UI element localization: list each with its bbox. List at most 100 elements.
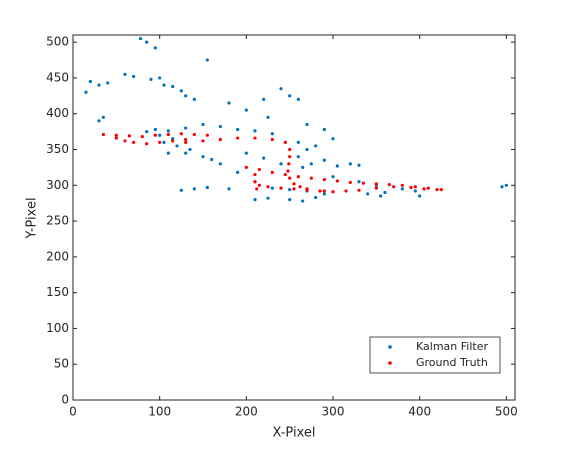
point [153,133,157,137]
point [279,162,283,166]
point [331,190,335,194]
point [257,167,261,172]
point [288,198,292,202]
point [322,192,326,196]
point [184,151,188,155]
point [335,164,339,168]
point [236,170,240,175]
y-tick-label: 150 [46,285,69,299]
point [296,175,300,179]
point [387,182,391,187]
point [101,132,105,137]
y-tick-label: 400 [46,106,69,120]
legend-marker [388,361,392,365]
point [279,186,283,190]
point [166,132,170,137]
point [392,185,396,189]
point [366,192,370,196]
x-tick-label: 100 [148,405,171,419]
point [413,189,417,193]
point [314,144,318,148]
point [292,187,296,191]
point [145,142,149,146]
x-tick-label: 300 [322,405,345,419]
legend-marker [388,345,392,349]
point [123,72,127,76]
point [158,76,162,80]
y-tick-label: 300 [46,178,69,192]
point [305,188,309,192]
point [422,187,426,191]
y-tick-label: 450 [46,70,69,84]
point [218,137,222,142]
point [244,165,248,170]
x-axis-label: X-Pixel [272,426,315,441]
point [418,194,422,198]
point [426,186,430,190]
point [331,137,335,141]
point [106,81,110,85]
point [179,89,183,93]
point [255,187,259,191]
point [348,162,352,166]
point [318,189,322,193]
y-tick-label: 0 [61,393,69,407]
point [253,180,257,184]
point [286,169,290,173]
point [179,132,183,136]
point [153,46,157,50]
point [201,139,205,143]
point [288,176,292,180]
point [145,130,149,134]
point [283,172,287,177]
point [262,97,266,102]
point [97,83,101,87]
point [149,77,153,81]
point [101,115,105,119]
point [162,140,166,144]
point [218,125,222,129]
point [253,198,257,202]
point [283,140,287,144]
point [331,175,335,179]
point [184,94,188,98]
point [504,183,508,187]
point [288,155,292,159]
point [158,140,162,144]
point [192,187,196,191]
point [244,151,248,155]
point [344,189,348,193]
point [262,156,266,160]
point [205,133,209,137]
point [335,179,339,183]
point [296,97,300,102]
point [357,163,361,167]
point [166,151,170,155]
point [132,74,136,79]
point [270,132,274,136]
y-tick-label: 250 [46,214,69,228]
point [132,140,136,144]
x-tick-label: 400 [408,405,431,419]
point [153,127,157,132]
point [374,182,378,186]
point [192,132,196,137]
point [270,137,274,142]
point [139,36,143,41]
point [184,137,188,142]
point [288,147,292,152]
point [171,139,175,143]
point [236,136,240,140]
point [218,162,222,166]
point [171,84,175,89]
y-tick-label: 100 [46,321,69,335]
y-tick-label: 500 [46,35,69,49]
point [244,108,248,112]
point [296,155,300,159]
point [270,186,274,190]
point [253,172,257,177]
point [379,194,383,198]
point [400,183,404,187]
point [205,185,209,190]
